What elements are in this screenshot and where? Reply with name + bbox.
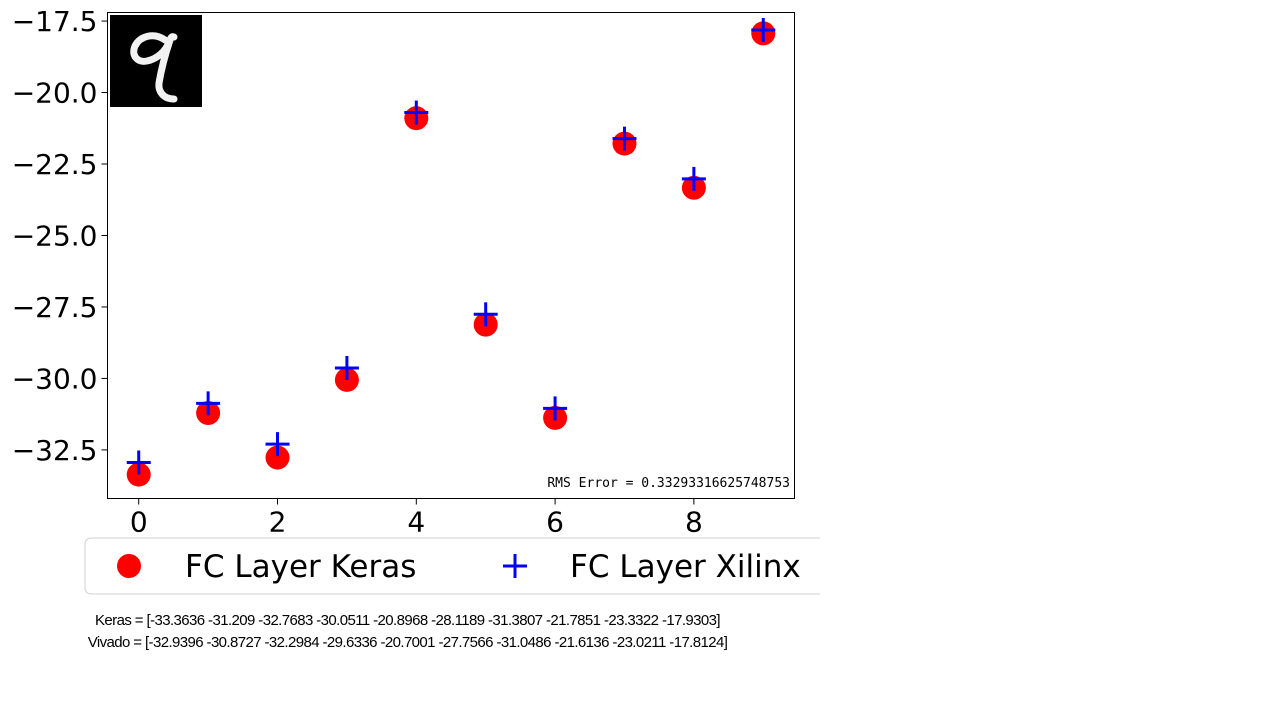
series-fc-layer-xilinx	[126, 18, 776, 475]
inset-digit-image	[110, 15, 202, 107]
keras-values-caption: Keras = [-33.3636 -31.209 -32.7683 -30.0…	[95, 612, 721, 629]
legend-keras-label: FC Layer Keras	[185, 549, 416, 585]
x-tick-label: 8	[685, 506, 703, 539]
scatter-chart: −17.5 −20.0 −22.5 −25.0 −27.5 −30.0 −32.5 0 2 4 6…	[12, 5, 820, 595]
xilinx-point	[751, 18, 776, 43]
xilinx-point	[473, 302, 498, 327]
plot-area-frame	[107, 12, 795, 499]
xilinx-point	[681, 166, 706, 191]
xilinx-point	[265, 432, 290, 457]
handwritten-digit-nine-icon	[130, 32, 178, 103]
xilinx-point	[404, 100, 429, 125]
xilinx-point	[543, 396, 568, 421]
legend: FC Layer Keras FC Layer Xilinx	[84, 537, 820, 595]
legend-keras-marker	[117, 554, 141, 578]
vivado-values-caption: Vivado = [-32.9396 -30.8727 -32.2984 -29…	[87, 634, 728, 651]
y-tick-label: −32.5	[12, 434, 98, 467]
y-tick-label: −17.5	[12, 5, 98, 38]
x-axis: 0 2 4 6 8	[130, 498, 703, 539]
xilinx-point	[612, 126, 637, 151]
keras-point	[126, 462, 151, 487]
xilinx-point	[196, 391, 221, 416]
rms-error-annotation: RMS Error = 0.33293316625748753	[547, 476, 790, 491]
keras-point	[265, 445, 290, 470]
x-tick-label: 6	[546, 506, 564, 539]
x-tick-label: 0	[130, 506, 148, 539]
y-tick-label: −25.0	[12, 219, 98, 252]
y-axis: −17.5 −20.0 −22.5 −25.0 −27.5 −30.0 −32.5	[12, 5, 108, 467]
xilinx-point	[126, 450, 151, 475]
y-tick-label: −30.0	[12, 362, 98, 395]
xilinx-point	[334, 355, 359, 380]
series-fc-layer-keras	[126, 21, 776, 487]
y-tick-label: −27.5	[12, 291, 98, 324]
y-tick-label: −22.5	[12, 148, 98, 181]
x-tick-label: 4	[407, 506, 425, 539]
y-tick-label: −20.0	[12, 77, 98, 110]
x-tick-label: 2	[269, 506, 287, 539]
legend-box	[84, 537, 820, 595]
legend-xilinx-label: FC Layer Xilinx	[570, 549, 801, 585]
legend-xilinx-marker	[503, 554, 527, 578]
